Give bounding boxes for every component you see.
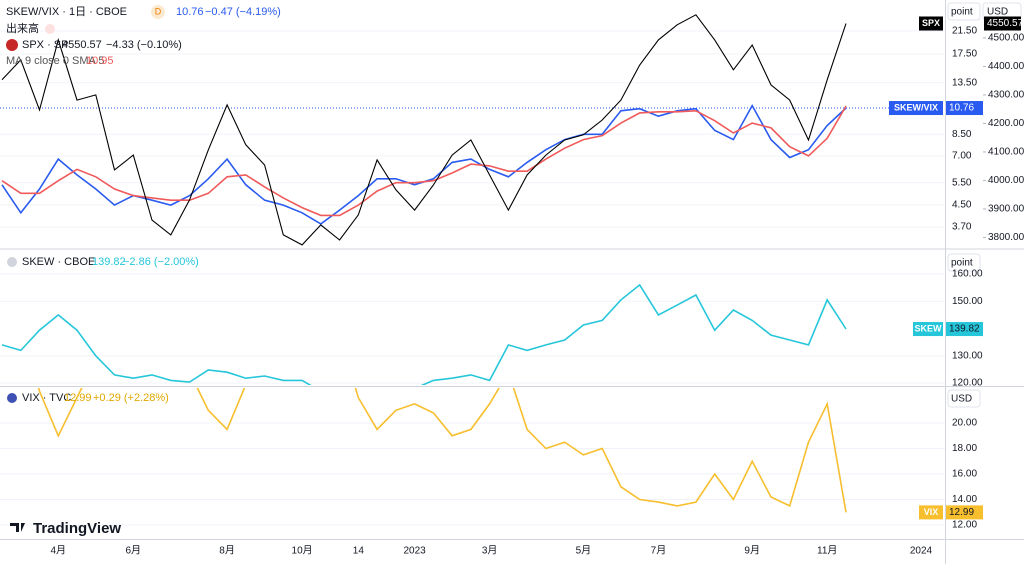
y2-tick-label: 4400.00 bbox=[988, 61, 1024, 72]
branding: TradingView bbox=[33, 520, 121, 537]
x-tick-label: 7月 bbox=[651, 545, 667, 557]
x-tick-label: 2024 bbox=[910, 546, 933, 557]
unit-box[interactable] bbox=[947, 389, 981, 408]
logo-mark bbox=[10, 523, 25, 532]
axis-unit[interactable]: point bbox=[951, 258, 973, 269]
y-tick-label: 7.00 bbox=[952, 151, 972, 162]
axis-badge: SPX bbox=[922, 18, 940, 28]
axis-badge-bg bbox=[919, 16, 943, 31]
warning-icon bbox=[45, 24, 55, 34]
price-label-bg bbox=[946, 322, 983, 337]
x-tick-label: 11月 bbox=[817, 545, 837, 557]
y-tick-label: 13.50 bbox=[952, 77, 977, 88]
series-line bbox=[1, 283, 847, 385]
legend-spx-name: SPX · SP bbox=[22, 39, 68, 51]
price-label-bg bbox=[946, 101, 983, 116]
axis-unit[interactable]: point bbox=[951, 7, 973, 18]
x-tick-label: 8月 bbox=[219, 545, 235, 557]
unit-box[interactable] bbox=[947, 253, 981, 272]
price-label-bg bbox=[984, 16, 1021, 31]
vix-icon bbox=[7, 393, 17, 403]
x-tick-label: 5月 bbox=[576, 545, 592, 557]
y-tick-label: 16.00 bbox=[952, 469, 977, 480]
axis-badge: SKEW/VIX bbox=[894, 102, 938, 112]
price-label-bg bbox=[946, 505, 983, 520]
spx-icon bbox=[6, 39, 18, 51]
axis-badge-bg bbox=[919, 505, 943, 520]
skew-icon bbox=[7, 257, 17, 267]
unit-box[interactable] bbox=[947, 2, 981, 21]
grid bbox=[0, 30, 945, 526]
y-tick-label: 160.00 bbox=[952, 269, 983, 280]
y-tick-label: 21.50 bbox=[952, 26, 977, 37]
y-tick-label: 14.00 bbox=[952, 494, 977, 505]
legend-vix-value: 12.99 bbox=[64, 392, 92, 404]
legend-vix-change: +0.29 (+2.28%) bbox=[93, 392, 169, 404]
badge: D bbox=[155, 6, 162, 16]
y2-tick-label: 3800.00 bbox=[988, 232, 1024, 243]
legend-vix-name: VIX · TVC bbox=[22, 392, 71, 404]
change-text: −0.47 (−4.19%) bbox=[205, 6, 281, 18]
y-tick-label: 8.50 bbox=[952, 129, 972, 140]
legend-ma-name: MA 9 close 0 SMA 5 bbox=[6, 55, 104, 67]
axis-unit[interactable]: USD bbox=[951, 394, 972, 405]
legend-bg bbox=[0, 2, 190, 22]
series-line bbox=[1, 105, 847, 217]
y2-tick-label: 4000.00 bbox=[988, 175, 1024, 186]
price-label: 139.82 bbox=[949, 324, 980, 335]
x-tick-label: 6月 bbox=[126, 545, 142, 557]
y-tick-label: 120.00 bbox=[952, 378, 983, 389]
axis-badge: VIX bbox=[924, 507, 939, 517]
badge-icon bbox=[151, 5, 165, 19]
y-tick-label: 17.50 bbox=[952, 49, 977, 60]
x-tick-label: 14 bbox=[353, 546, 365, 557]
volume-label: 出来高 bbox=[6, 21, 39, 35]
last-value: 10.76 bbox=[176, 6, 204, 18]
y2-tick-label: 4300.00 bbox=[988, 90, 1024, 101]
axis-badge: SKEW bbox=[915, 323, 943, 333]
y-tick-label: 130.00 bbox=[952, 350, 983, 361]
series-line bbox=[37, 388, 847, 513]
x-tick-label: 9月 bbox=[744, 545, 760, 557]
legend-skew-change: −2.86 (−2.00%) bbox=[123, 256, 199, 268]
y2-tick-label: 4200.00 bbox=[988, 118, 1024, 129]
y-tick-label: 4.50 bbox=[952, 200, 972, 211]
y2-tick-label: 4500.00 bbox=[988, 33, 1024, 44]
axis-badge-bg bbox=[913, 322, 943, 337]
price-label: 10.76 bbox=[949, 103, 974, 114]
legend-ma-value: 10.95 bbox=[86, 55, 114, 67]
legend-spx-change: −4.33 (−0.10%) bbox=[106, 39, 182, 51]
x-tick-label: 2023 bbox=[403, 546, 426, 557]
x-tick-label: 10月 bbox=[292, 545, 313, 557]
plots bbox=[0, 14, 945, 513]
price-label: 12.99 bbox=[949, 507, 974, 518]
axis-unit2[interactable]: USD bbox=[987, 7, 1008, 18]
legend-skew-value: 139.82 bbox=[92, 256, 126, 268]
axis-badge-bg bbox=[889, 101, 943, 116]
price-label: 4550.57 bbox=[987, 18, 1024, 29]
legend-spx-value: 4550.57 bbox=[62, 39, 102, 51]
chart-title: SKEW/VIX · 1日 · CBOE bbox=[6, 6, 127, 18]
series-line bbox=[1, 14, 847, 246]
y-tick-label: 20.00 bbox=[952, 418, 977, 429]
y-tick-label: 5.50 bbox=[952, 177, 972, 188]
x-tick-label: 4月 bbox=[50, 545, 66, 557]
y2-tick-label: 3900.00 bbox=[988, 204, 1024, 215]
y-tick-label: 3.70 bbox=[952, 222, 972, 233]
y-tick-label: 150.00 bbox=[952, 296, 983, 307]
y2-tick-label: 4100.00 bbox=[988, 147, 1024, 158]
legend-skew-name: SKEW · CBOE bbox=[22, 256, 95, 268]
y-tick-label: 12.00 bbox=[952, 520, 977, 531]
x-tick-label: 3月 bbox=[482, 545, 498, 557]
y-tick-label: 18.00 bbox=[952, 443, 977, 454]
